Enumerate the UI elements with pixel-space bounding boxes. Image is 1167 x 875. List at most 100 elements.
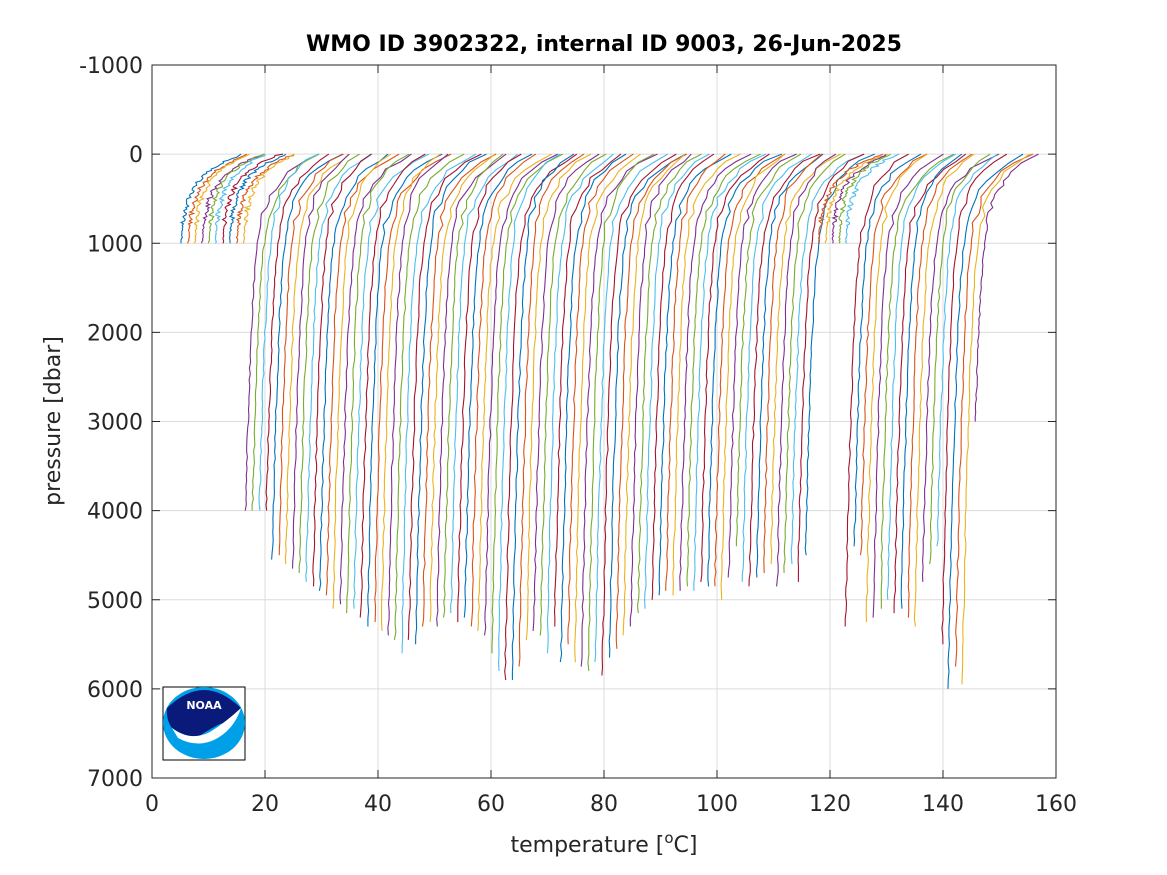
profile-line [929,153,991,565]
profile-line [436,153,507,627]
profile-line [457,153,522,622]
profile-line [755,153,824,578]
profile-line [824,153,889,244]
profile-line [483,153,559,636]
profile-line [415,153,487,645]
profile-line [741,153,812,582]
profile-line [429,153,496,623]
profile-line [284,153,350,565]
x-tick-label: 120 [809,792,851,817]
profile-line [546,153,614,654]
profile-line [941,153,1008,645]
profile-line [580,153,658,667]
x-axis-label: temperature [oC] [510,829,697,858]
profile-line [251,153,320,511]
profile-line [574,153,641,663]
profile-line [353,153,430,609]
x-tick-label: 40 [364,792,392,817]
profile-line [961,153,1030,685]
profile-line [644,153,710,609]
x-tick-label: 0 [145,792,159,817]
profile-line [679,153,752,591]
profile-line [714,153,786,587]
svg-text:NOAA: NOAA [186,699,222,712]
profile-line [271,153,343,560]
profile-line [921,153,1000,582]
profile-line [567,153,634,645]
profile-line [442,153,504,618]
y-tick-label: 7000 [87,767,143,792]
profile-line [187,153,248,244]
profile-line [587,153,655,672]
profile-line [305,153,373,582]
profile-line [346,153,410,614]
profile-line [608,153,686,658]
y-tick-label: 1000 [87,232,143,257]
profile-line [783,153,846,574]
profile-line [720,153,785,600]
profile-line [693,153,767,591]
profile-line [380,153,441,631]
y-tick-label: 3000 [87,411,143,436]
profile-line [298,153,360,573]
profile-line [831,154,886,244]
profile-line [947,153,1024,689]
profile-line [763,153,823,574]
profile-line [244,153,320,511]
x-tick-label: 160 [1035,792,1077,817]
x-tick-label: 100 [696,792,738,817]
profile-line [214,154,266,244]
profile-line [886,153,956,600]
y-tick-label: 6000 [87,678,143,703]
profile-line [727,153,797,578]
profile-line [615,153,687,649]
profile-line [393,153,465,641]
y-tick-label: 0 [129,143,143,168]
profile-line [278,153,344,556]
profile-line [974,153,1039,422]
profile-line [797,153,865,582]
profile-line [776,153,837,587]
profile-line [339,153,412,605]
profile-line [193,153,250,244]
y-tick-label: -1000 [79,54,143,79]
profile-line [559,153,627,663]
profile-line [258,153,319,511]
profile-line [470,153,537,627]
profile-line [601,153,677,676]
profile-line [325,153,400,596]
profile-line [748,153,821,587]
profile-line [700,153,770,582]
chart-title: WMO ID 3902322, internal ID 9003, 26-Jun… [306,32,902,57]
x-tick-label: 80 [590,792,618,817]
profile-line [463,153,533,618]
profile-line [651,153,715,600]
profile-line [359,153,426,618]
profile-line [844,153,900,244]
profile-line [859,153,928,556]
profile-line [770,153,841,565]
profile-line [665,153,726,591]
profile-line [735,153,802,547]
profile-line [450,153,519,614]
profile-line [532,153,600,631]
profile-line [332,153,392,609]
profile-line [790,153,865,565]
profile-line [242,153,295,244]
profile-line [292,153,350,569]
profile-line [511,153,575,680]
x-tick-label: 140 [922,792,964,817]
x-tick-label: 20 [251,792,279,817]
profile-line [518,153,585,667]
profile-line [407,153,482,640]
profile-line [804,153,875,556]
profile-line [235,153,295,244]
noaa-logo: NOAA [162,686,246,761]
profile-line [893,153,967,614]
profile-line [838,153,891,244]
profile-line [707,153,783,587]
profile-line [636,153,702,614]
profile-line [228,153,287,244]
profile-line [401,153,477,654]
